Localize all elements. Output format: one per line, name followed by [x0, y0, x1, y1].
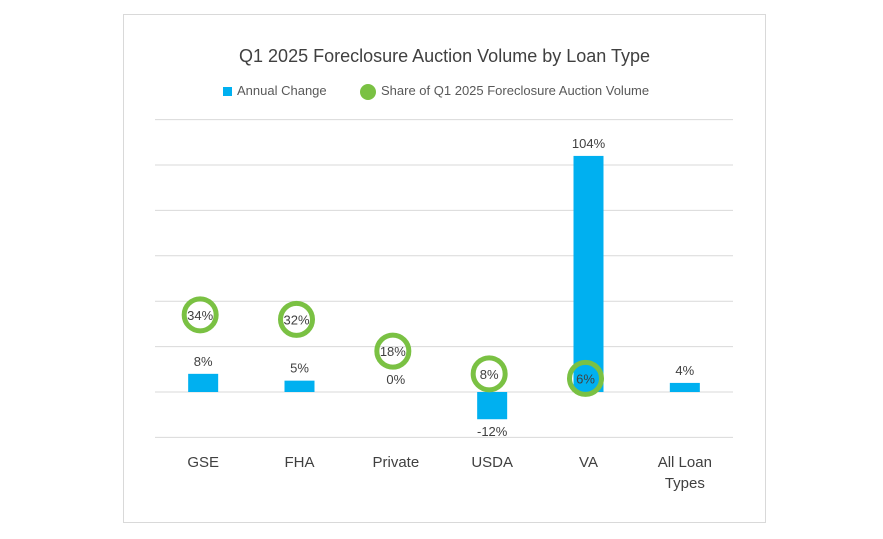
bar-all-loan-types	[669, 382, 700, 392]
category-label-5: All Loan Types	[657, 454, 712, 492]
share-marker-1	[278, 300, 315, 338]
legend-share-label: Share of Q1 2025 Foreclosure Auction Vol…	[381, 83, 650, 98]
legend-share-swatch	[360, 84, 376, 100]
bar-label-5: 4%	[675, 363, 694, 378]
bar-usda	[477, 392, 508, 420]
category-label-3: USDA	[471, 454, 513, 471]
category-label-1: FHA	[284, 454, 315, 471]
bar-label-1: 5%	[290, 361, 309, 376]
share-marker-3	[470, 355, 508, 393]
share-label-0: 34%	[187, 308, 213, 323]
legend: Annual Change Share of Q1 2025 Foreclosu…	[123, 83, 766, 101]
bar-label-4: 104%	[572, 136, 606, 151]
chart-title: Q1 2025 Foreclosure Auction Volume by Lo…	[239, 46, 650, 66]
bar-gse	[188, 373, 219, 392]
share-label-2: 18%	[380, 344, 406, 359]
legend-annual-change-swatch	[223, 87, 232, 96]
bar-label-3: -12%	[477, 424, 508, 439]
share-label-4: 6%	[576, 371, 595, 386]
share-marker-4	[567, 359, 604, 397]
chart-frame	[123, 14, 766, 523]
share-marker-2	[374, 332, 412, 370]
category-label-0: GSE	[187, 454, 219, 471]
category-label-4: VA	[579, 454, 598, 471]
category-label-2: Private	[372, 454, 420, 471]
share-marker-0	[181, 296, 219, 334]
bar-va	[573, 155, 604, 392]
bar-label-2: 0%	[386, 372, 405, 387]
share-label-3: 8%	[480, 367, 499, 382]
legend-annual-change-label: Annual Change	[237, 83, 327, 98]
bar-fha	[284, 380, 315, 392]
bar-label-0: 8%	[194, 354, 213, 369]
share-label-1: 32%	[283, 312, 309, 327]
